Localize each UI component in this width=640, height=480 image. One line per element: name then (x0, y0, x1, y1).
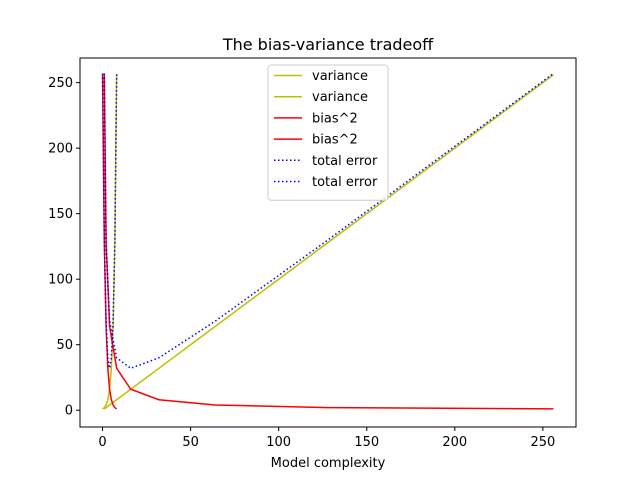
x-tick-label: 150 (354, 435, 379, 450)
x-axis-ticks: 0 50 100 150 200 250 (98, 427, 555, 450)
chart-title: The bias-variance tradeoff (222, 35, 434, 54)
y-axis-ticks: 0 50 100 150 200 250 (48, 76, 80, 419)
legend-label: bias^2 (312, 111, 358, 126)
y-tick-label: 100 (48, 273, 73, 288)
series-line-5 (103, 72, 554, 370)
legend-label: total error (312, 154, 378, 169)
series-line-4 (101, 73, 118, 369)
x-tick-label: 100 (266, 435, 291, 450)
x-tick-label: 0 (98, 435, 106, 450)
y-tick-label: 0 (65, 404, 73, 419)
y-tick-label: 250 (48, 76, 73, 91)
y-tick-label: 200 (48, 142, 73, 157)
y-tick-label: 50 (56, 338, 73, 353)
legend-label: bias^2 (312, 133, 358, 148)
x-tick-label: 200 (442, 435, 467, 450)
x-axis-label: Model complexity (271, 456, 386, 471)
legend-label: variance (312, 69, 368, 84)
plot-frame (79, 57, 577, 428)
legend: variance variance bias^2 bias^2 total error t… (267, 64, 389, 201)
legend-label: variance (312, 90, 368, 105)
legend-box (267, 64, 389, 201)
x-tick-label: 250 (530, 435, 555, 450)
y-tick-label: 150 (48, 207, 73, 222)
x-tick-label: 50 (182, 435, 199, 450)
legend-label: total error (312, 175, 378, 190)
plot-lines (101, 72, 554, 410)
